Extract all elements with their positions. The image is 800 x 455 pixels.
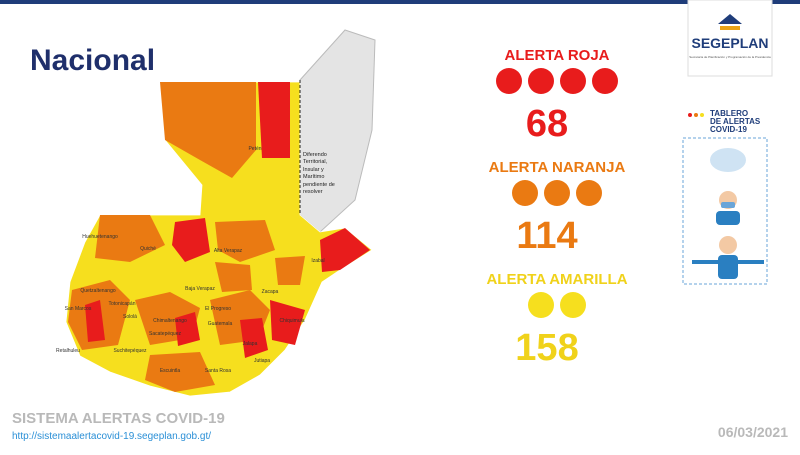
map-label: Chimaltenango [153,318,187,324]
map-label: Quiché [140,246,156,252]
map: Diferendo Territorial, Insular y Marítim… [56,29,376,397]
region [85,300,105,342]
icon-dot [688,113,692,117]
dispute-note-box: Diferendo Territorial, Insular y Marítim… [303,152,335,196]
alert-dot [528,68,554,94]
logo-icon [720,26,740,30]
region [215,262,252,292]
map-label: Zacapa [262,289,279,295]
alert-label: ALERTA ROJA [505,47,610,64]
alert-dot [560,68,586,94]
map-label: Sololá [123,314,137,320]
tablero-line: DE ALERTAS [710,117,761,126]
alert-count: 114 [516,215,577,257]
alert-dot [560,292,586,318]
alert-count: 68 [526,103,568,145]
map-label: Totonicapán [109,301,136,307]
region [215,220,275,262]
handwash-icon [710,148,746,172]
region [160,82,256,178]
logo-subtitle: Secretaría de Planificación y Programaci… [689,55,771,59]
map-label: Alta Verapaz [214,248,243,254]
map-label: El Progreso [205,306,231,312]
region [270,300,305,345]
map-label: Jalapa [243,341,258,347]
region [240,318,268,358]
map-label: Jutiapa [254,358,270,364]
icon-dot [700,113,704,117]
footer-date: 06/03/2021 [718,424,788,440]
map-label: Santa Rosa [205,368,231,374]
tablero: TABLERO DE ALERTAS COVID-19 [682,109,768,285]
alert-dot [528,292,554,318]
region [175,312,200,346]
map-label: Petén [248,146,261,152]
dispute-note: Diferendo Territorial, Insular y Marítim… [303,152,335,196]
map-label: Escuintla [160,368,181,374]
alert-label: ALERTA NARANJA [489,159,626,176]
tablero-line: COVID-19 [710,125,747,134]
region [275,256,305,285]
map-label: Izabal [311,258,324,264]
footer-system: SISTEMA ALERTAS COVID-19 [12,410,225,427]
alert-label: ALERTA AMARILLA [486,271,627,288]
footer-url[interactable]: http://sistemaalertacovid-19.segeplan.go… [12,431,211,442]
alert-dot [576,180,602,206]
logo-icon [718,14,742,24]
region [172,218,210,262]
map-label: Chiquimula [279,318,304,324]
tablero-line: TABLERO [710,109,748,118]
alert-dot [496,68,522,94]
top-bar [0,0,800,4]
map-label: Huehuetenango [82,234,118,240]
map-label: San Marcos [65,306,92,312]
distance-icon [719,236,737,254]
map-label: Guatemala [208,321,233,327]
alert-dot [544,180,570,206]
tablero-frame [682,137,768,285]
logo-box [687,0,773,77]
icon-dot [694,113,698,117]
region [145,352,215,392]
logo-text: SEGEPLAN [691,35,768,51]
map-label: Quetzaltenango [80,288,116,294]
mask-icon [721,202,735,208]
map-label: Baja Verapaz [185,286,215,292]
mask-icon [716,211,740,225]
alert-count: 158 [515,327,578,369]
alerts: ALERTA ROJA 68 ALERTA NARANJA 114 ALERTA AMA… [486,47,627,369]
map-label: Sacatepéquez [149,331,181,337]
map-label: Retalhuleu [56,348,80,354]
region [258,82,290,158]
region [95,215,165,262]
logo: SEGEPLAN Secretaría de Planificación y P… [687,0,773,77]
region [320,228,370,272]
title: Nacional [30,44,155,77]
map-label: Suchitepéquez [113,348,147,354]
alert-dot [592,68,618,94]
distance-icon [718,255,738,279]
alert-dot [512,180,538,206]
